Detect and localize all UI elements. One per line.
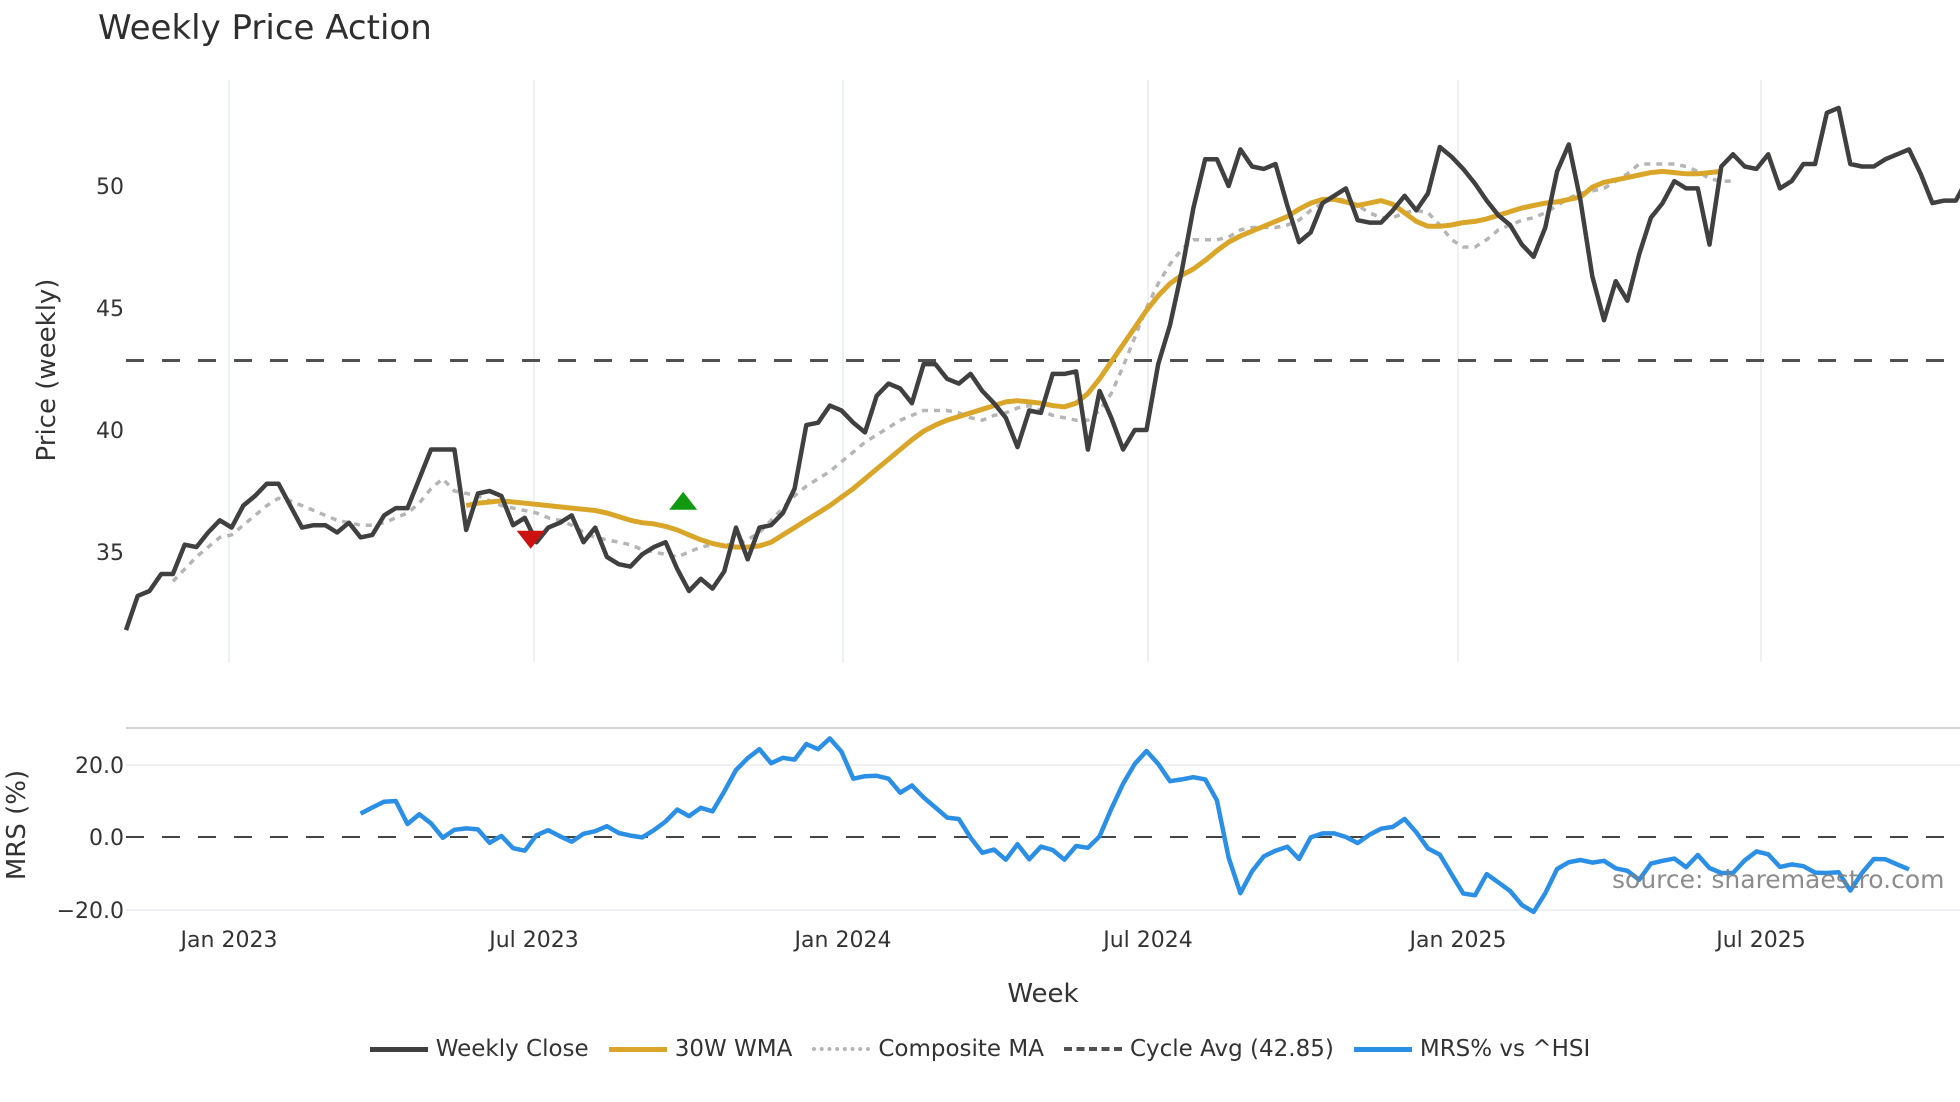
legend-swatch-dashed-icon (1063, 1047, 1122, 1051)
price-ytick: 35 (96, 541, 124, 566)
mrs-ytick: 0.0 (89, 826, 124, 851)
buy-signal-triangle-up-icon (669, 491, 698, 510)
sell-signal-triangle-down-icon (516, 530, 545, 549)
price-ytick: 45 (96, 297, 124, 322)
weekly-close-line (123, 105, 1960, 631)
legend-item-cycle-avg[interactable]: Cycle Avg (42.85) (1063, 1036, 1334, 1062)
mrs-line (359, 736, 1910, 915)
legend-swatch-solid-icon (608, 1046, 667, 1052)
price-ytick: 40 (96, 419, 124, 444)
xtick: Jul 2023 (487, 928, 579, 953)
legend: Weekly Close 30W WMA Composite MA Cycle … (0, 1036, 1960, 1062)
series-lines (123, 105, 1960, 915)
price-y-axis: 35 40 45 50 Price (weekly) (32, 175, 124, 566)
wma-line (465, 168, 1722, 550)
legend-label: MRS% vs ^HSI (1419, 1036, 1591, 1062)
mrs-y-axis: 20.0 0.0 −20.0 MRS (%) (2, 754, 124, 924)
mrs-y-axis-label: MRS (%) (2, 770, 32, 880)
xtick: Jan 2025 (1408, 928, 1507, 953)
legend-item-composite-ma[interactable]: Composite MA (812, 1036, 1044, 1062)
price-y-axis-label: Price (weekly) (32, 279, 62, 462)
composite-ma-line (171, 162, 1733, 583)
x-axis-label: Week (1007, 979, 1078, 1009)
x-axis: Jan 2023 Jul 2023 Jan 2024 Jul 2024 Jan … (179, 928, 1806, 1009)
legend-label: Weekly Close (435, 1036, 589, 1062)
chart-title: Weekly Price Action (98, 8, 432, 48)
legend-swatch-dotted-icon (812, 1047, 871, 1051)
price-ytick: 50 (96, 175, 124, 200)
legend-label: Composite MA (878, 1036, 1044, 1062)
legend-swatch-solid-icon (369, 1046, 428, 1052)
xtick: Jul 2025 (1714, 928, 1806, 953)
mrs-ytick: 20.0 (75, 754, 124, 779)
xtick: Jan 2024 (793, 928, 892, 953)
legend-item-wma[interactable]: 30W WMA (608, 1036, 793, 1062)
legend-item-mrs[interactable]: MRS% vs ^HSI (1353, 1036, 1591, 1062)
legend-swatch-solid-icon (1353, 1046, 1412, 1052)
source-watermark: source: sharemaestro.com (1612, 865, 1945, 894)
xtick: Jul 2024 (1101, 928, 1193, 953)
xtick: Jan 2023 (179, 928, 278, 953)
legend-label: 30W WMA (674, 1036, 793, 1062)
mrs-ytick: −20.0 (57, 899, 124, 924)
grid-lines (126, 80, 1960, 911)
legend-item-weekly-close[interactable]: Weekly Close (369, 1036, 589, 1062)
legend-label: Cycle Avg (42.85) (1129, 1036, 1334, 1062)
